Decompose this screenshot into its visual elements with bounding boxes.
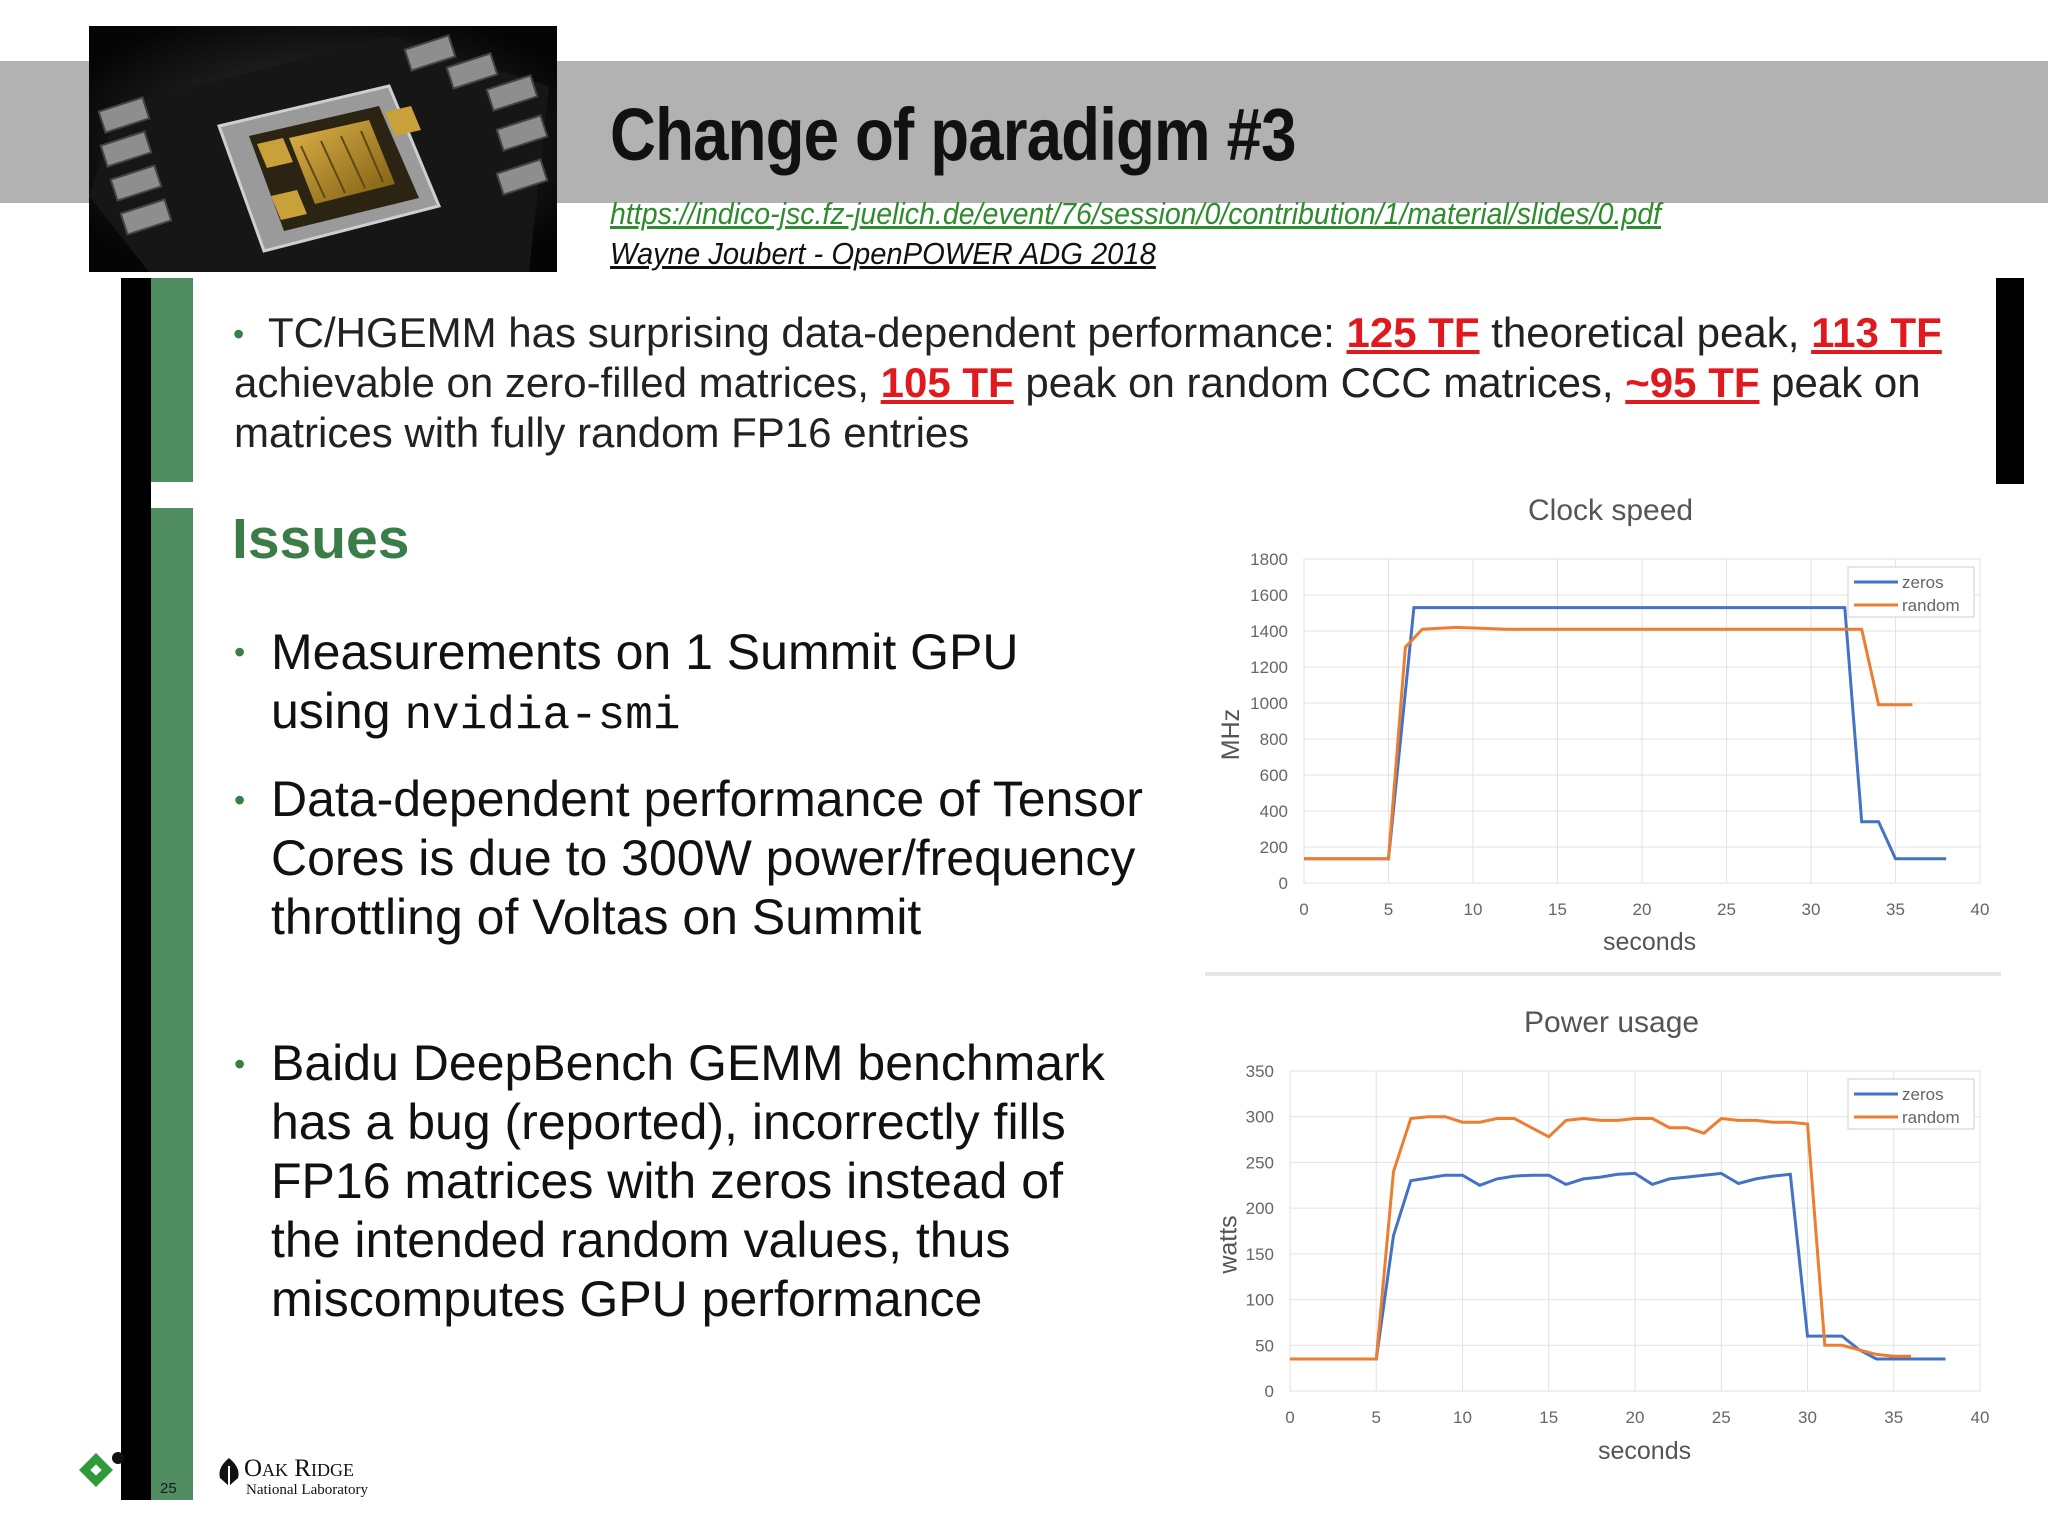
footer-logo-icon [79,1452,124,1487]
x-tick-label: 40 [1971,1408,1990,1427]
slide-title: Change of paradigm #3 [610,93,1297,176]
bullet-1-text: Measurements on 1 Summit GPU using [271,624,1019,739]
chart-1-xlabel: seconds [1603,928,1697,956]
left-black-bar [121,278,151,1500]
legend-box [1847,1078,1975,1130]
tb-highlight-125: 125 TF [1346,309,1480,356]
gpu-board-image [89,26,557,272]
y-tick-label: 200 [1246,1199,1274,1218]
y-tick-label: 1600 [1250,586,1288,605]
oak-ridge-logo: Oak Ridge National Laboratory [244,1455,369,1499]
y-tick-label: 1400 [1250,622,1288,641]
x-tick-label: 15 [1548,900,1567,919]
x-tick-label: 5 [1384,900,1393,919]
bullet-dot: • [234,782,246,818]
y-tick-label: 0 [1265,1382,1274,1401]
y-tick-label: 150 [1246,1245,1274,1264]
y-tick-label: 600 [1260,766,1288,785]
y-tick-label: 1800 [1250,550,1288,569]
logo-sub: National Laboratory [246,1482,369,1498]
y-tick-label: 1000 [1250,694,1288,713]
left-green-bar-bottom [151,508,193,1500]
series-line-random [1290,1115,1911,1361]
x-tick-label: 5 [1372,1408,1381,1427]
chart-2-xlabel: seconds [1598,1437,1692,1465]
slide-number: 25 [160,1480,177,1497]
chart-separator [1205,972,2001,976]
y-tick-label: 800 [1260,730,1288,749]
left-green-bar-top [151,278,193,482]
tb-highlight-95: ~95 TF [1625,359,1760,406]
oak-leaf-icon [219,1458,239,1489]
logo-name: Oak Ridge [244,1455,354,1482]
x-tick-label: 40 [1971,900,1990,919]
bullet-3: Baidu DeepBench GEMM benchmark has a bug… [271,1035,1105,1327]
y-tick-label: 400 [1260,802,1288,821]
tb-part-5: peak on matrices with fully random FP16 … [234,359,1921,456]
y-tick-label: 100 [1246,1291,1274,1310]
chart-2-power-usage: 0 5 10 15 20 25 30 35 40 0 50 100 150 200 250 300 350 zer… [1246,1062,1990,1427]
legend-label-zeros: zeros [1902,573,1944,592]
x-tick-label: 20 [1626,1408,1645,1427]
legend-label-random: random [1902,1108,1960,1127]
y-tick-label: 50 [1255,1336,1274,1355]
bullet-dot: • [234,634,246,670]
tb-part-2: theoretical peak, [1479,309,1812,356]
bullet-dot: • [233,316,245,352]
bullet-1-code: nvidia-smi [404,690,681,742]
legend-box [1847,566,1975,618]
chart-1-clock-speed: 0 5 10 15 20 25 30 35 40020040060080010001200140… [1250,550,1990,919]
x-tick-label: 20 [1633,900,1652,919]
tb-part-1: TC/HGEMM has surprising data-dependent p… [268,309,1347,356]
x-tick-label: 25 [1717,900,1736,919]
x-tick-label: 35 [1886,900,1905,919]
right-black-bar [1996,278,2024,484]
y-tick-label: 0 [1279,874,1288,893]
source-link[interactable]: https://indico-jsc.fz-juelich.de/event/7… [610,196,1662,231]
tb-part-4: peak on random CCC matrices, [1013,359,1626,406]
x-tick-label: 0 [1299,900,1308,919]
bullet-2: Data-dependent performance of Tensor Cor… [271,771,1143,945]
x-tick-label: 10 [1464,900,1483,919]
x-tick-label: 15 [1539,1408,1558,1427]
y-tick-label: 350 [1246,1062,1274,1081]
top-bullet-text: TC/HGEMM has surprising data-dependent p… [234,308,1974,458]
x-tick-label: 30 [1802,900,1821,919]
x-tick-label: 10 [1453,1408,1472,1427]
series-line-zeros [1290,1171,1946,1361]
tb-highlight-113: 113 TF [1811,309,1942,356]
bullet-dot: • [234,1046,246,1082]
legend-label-zeros: zeros [1902,1085,1944,1104]
tb-part-3: achievable on zero-filled matrices, [234,359,881,406]
legend-label-random: random [1902,596,1960,615]
bullet-1: Measurements on 1 Summit GPU using nvidi… [271,623,1151,746]
chart-2-title: Power usage [1524,1006,1700,1039]
y-tick-label: 250 [1246,1153,1274,1172]
tb-highlight-105: 105 TF [880,359,1014,406]
y-tick-label: 300 [1246,1108,1274,1127]
y-tick-label: 200 [1260,838,1288,857]
x-tick-label: 35 [1884,1408,1903,1427]
x-tick-label: 30 [1798,1408,1817,1427]
x-tick-label: 25 [1712,1408,1731,1427]
author-credit: Wayne Joubert - OpenPOWER ADG 2018 [610,236,1156,271]
chart-1-title: Clock speed [1528,494,1694,527]
issues-heading: Issues [232,507,410,571]
y-tick-label: 1200 [1250,658,1288,677]
series-line-random [1304,625,1913,861]
x-tick-label: 0 [1285,1408,1294,1427]
